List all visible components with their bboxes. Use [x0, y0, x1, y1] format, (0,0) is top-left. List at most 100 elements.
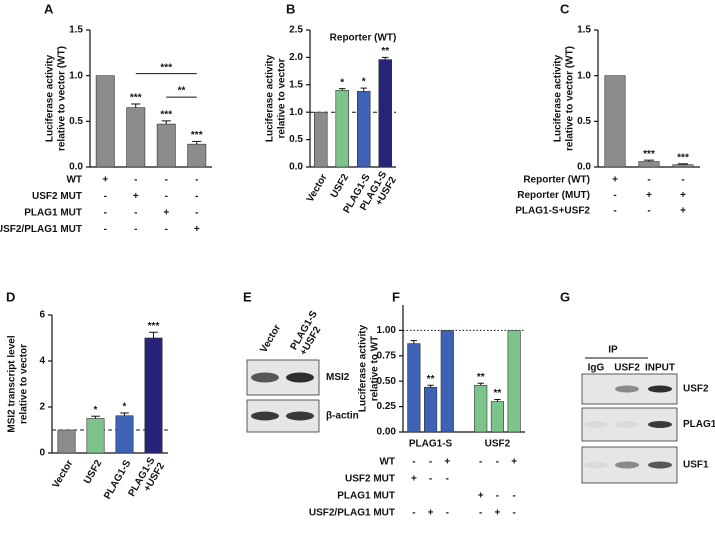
blot-band — [584, 421, 608, 428]
condition-sign: - — [134, 208, 137, 219]
condition-sign: + — [680, 190, 686, 201]
bar — [86, 418, 105, 454]
condition-sign: - — [429, 457, 432, 468]
bar — [672, 164, 694, 168]
significance-label: ** — [477, 372, 485, 383]
condition-sign: - — [165, 224, 168, 235]
condition-label: PLAG1-S+USF2 — [515, 206, 590, 217]
row-label: MSI2 — [326, 372, 350, 383]
condition-sign: - — [681, 175, 684, 186]
condition-sign: + — [133, 191, 139, 202]
condition-sign: + — [163, 208, 169, 219]
y-tick-label: 0.0 — [69, 162, 83, 173]
condition-sign: + — [102, 175, 108, 186]
bar — [474, 384, 488, 433]
y-tick-label: 1.5 — [289, 79, 303, 90]
bar — [424, 386, 438, 433]
blot-band — [286, 411, 314, 421]
y-axis-label: relative to vector (WT) — [565, 46, 576, 151]
y-tick-label: 0.25 — [377, 401, 397, 412]
lane-label: USF2 — [614, 363, 640, 374]
group-label: PLAG1-S — [409, 439, 453, 450]
bar — [604, 75, 626, 168]
significance-label: *** — [677, 152, 689, 163]
condition-sign: - — [429, 474, 432, 485]
condition-sign: - — [195, 208, 198, 219]
y-tick-label: 0.5 — [69, 116, 83, 127]
condition-sign: - — [134, 175, 137, 186]
condition-sign: - — [647, 175, 650, 186]
condition-sign: + — [478, 491, 484, 502]
condition-sign: - — [134, 224, 137, 235]
condition-sign: - — [479, 508, 482, 519]
panel-letter: G — [560, 289, 570, 304]
lane-label: INPUT — [645, 363, 675, 374]
y-tick-label: 0.00 — [377, 427, 397, 438]
panel-letter: C — [560, 1, 570, 16]
y-axis-label: relative to vector — [19, 344, 30, 424]
condition-sign: + — [646, 190, 652, 201]
chart-title: Reporter (WT) — [330, 33, 397, 44]
panel-letter: F — [392, 289, 400, 304]
bar — [126, 107, 146, 168]
condition-label: USF2 MUT — [345, 474, 395, 485]
significance-label: * — [123, 402, 127, 413]
condition-sign: - — [613, 190, 616, 201]
condition-sign: - — [496, 457, 499, 468]
panel-letter: B — [286, 1, 295, 16]
blot-band — [615, 421, 639, 428]
y-tick-label: 1.0 — [577, 70, 591, 81]
bar — [638, 161, 660, 168]
y-tick-label: 6 — [39, 310, 45, 321]
condition-sign: - — [446, 474, 449, 485]
y-tick-label: 0.5 — [577, 116, 591, 127]
condition-sign: + — [194, 224, 200, 235]
significance-label: *** — [148, 321, 160, 332]
condition-sign: - — [412, 457, 415, 468]
y-axis-label: Luciferase activity — [553, 54, 564, 142]
y-axis-label: Luciferase activity — [358, 324, 369, 412]
condition-sign: + — [495, 508, 501, 519]
blot-band — [584, 461, 608, 469]
blot-band — [615, 461, 639, 469]
blot-band — [251, 372, 279, 383]
bar — [313, 111, 328, 168]
condition-label: USF2 MUT — [32, 191, 82, 202]
significance-label: *** — [130, 93, 142, 104]
condition-sign: + — [428, 508, 434, 519]
condition-sign: - — [104, 191, 107, 202]
ip-header: IP — [608, 345, 618, 356]
condition-sign: - — [647, 206, 650, 217]
y-axis-label: MSI2 transcript level — [7, 335, 18, 432]
y-tick-label: 2 — [39, 402, 45, 413]
blot-band — [648, 385, 672, 393]
condition-sign: - — [412, 508, 415, 519]
significance-label: ** — [494, 388, 502, 399]
bar — [335, 89, 349, 168]
comparison-label: *** — [160, 62, 172, 73]
bar — [187, 143, 207, 168]
blot-band — [648, 421, 672, 428]
bar — [407, 343, 421, 433]
significance-label: *** — [160, 110, 172, 121]
row-label: USF1 — [683, 460, 709, 471]
bar — [115, 415, 134, 454]
panel-letter: A — [44, 1, 54, 16]
y-tick-label: 0.50 — [377, 376, 397, 387]
group-label: USF2 — [485, 439, 511, 450]
condition-sign: + — [612, 175, 618, 186]
significance-label: ** — [381, 46, 389, 57]
condition-sign: - — [496, 491, 499, 502]
y-tick-label: 0.0 — [289, 162, 303, 173]
condition-sign: + — [511, 457, 517, 468]
bar — [95, 75, 115, 168]
significance-label: *** — [191, 130, 203, 141]
condition-sign: - — [446, 508, 449, 519]
bar — [144, 337, 163, 454]
y-tick-label: 1.0 — [69, 70, 83, 81]
blot-band — [286, 372, 314, 383]
condition-label: PLAG1 MUT — [337, 491, 395, 502]
significance-label: *** — [643, 149, 655, 160]
condition-sign: - — [165, 191, 168, 202]
